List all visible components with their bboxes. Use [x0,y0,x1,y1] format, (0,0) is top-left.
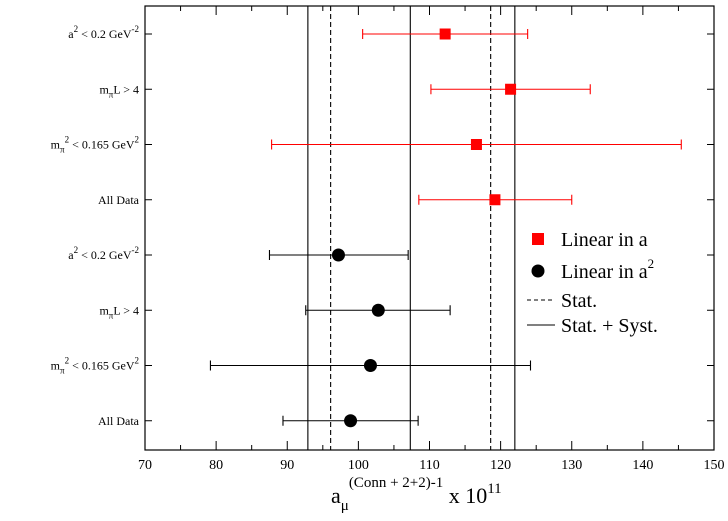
row-label: mπL > 4 [99,303,139,320]
x-axis-title: aμ(Conn + 2+2)-1 x 1011 [331,475,502,514]
data-points [209,28,682,428]
x-axis-title-text: aμ(Conn + 2+2)-1 x 1011 [331,475,502,514]
legend-item: Stat. + Syst. [527,315,658,337]
legend-item: Stat. [527,290,597,312]
legend-square-marker [532,233,544,245]
x-tick-label: 110 [419,458,439,473]
row-label: All Data [98,193,140,207]
row-label: mπL > 4 [99,82,139,99]
x-axis-ticks: 70 80 90 100 110 120 130 140 150 [138,6,725,473]
legend-label: Linear in a [561,229,648,251]
row-label: mπ2 < 0.165 GeV2 [51,356,139,376]
x-tick-label: 130 [561,458,582,473]
point-linear-a [430,83,591,95]
legend-label: Stat. [561,290,597,312]
point-linear-a2 [209,359,532,372]
marker-circle [331,248,345,262]
row-labels: a2 < 0.2 GeV-2 mπL > 4 mπ2 < 0.165 GeV2 All… [51,24,714,428]
legend: Linear in a Linear in a2 Stat. Stat. + Syst… [527,229,658,337]
point-linear-a [271,139,682,150]
marker-square [489,194,501,206]
marker-circle [363,359,377,372]
point-linear-a2 [305,303,451,317]
x-tick-label: 120 [490,458,511,473]
point-linear-a2 [268,248,409,262]
plot-frame [144,5,715,451]
legend-item: Linear in a [532,229,648,251]
reference-lines [307,6,516,450]
point-linear-a [362,28,529,40]
x-tick-label: 140 [632,458,653,473]
x-tick-label: 90 [280,458,294,473]
marker-square [505,83,517,95]
row-label: a2 < 0.2 GeV-2 [68,24,139,41]
x-tick-label: 70 [138,458,152,473]
legend-label: Linear in a2 [561,256,654,283]
legend-item: Linear in a2 [531,256,654,283]
row-label: mπ2 < 0.165 GeV2 [51,135,139,155]
x-tick-label: 150 [704,458,725,473]
marker-square [439,28,451,40]
x-tick-label: 80 [209,458,223,473]
point-linear-a [418,194,573,206]
legend-label: Stat. + Syst. [561,315,658,337]
marker-circle [344,414,358,428]
row-label: All Data [98,414,140,428]
point-linear-a2 [282,414,419,428]
legend-circle-marker [531,264,545,278]
x-tick-label: 100 [348,458,369,473]
row-label: a2 < 0.2 GeV-2 [68,245,139,262]
marker-circle [371,303,385,317]
marker-square [470,139,482,150]
